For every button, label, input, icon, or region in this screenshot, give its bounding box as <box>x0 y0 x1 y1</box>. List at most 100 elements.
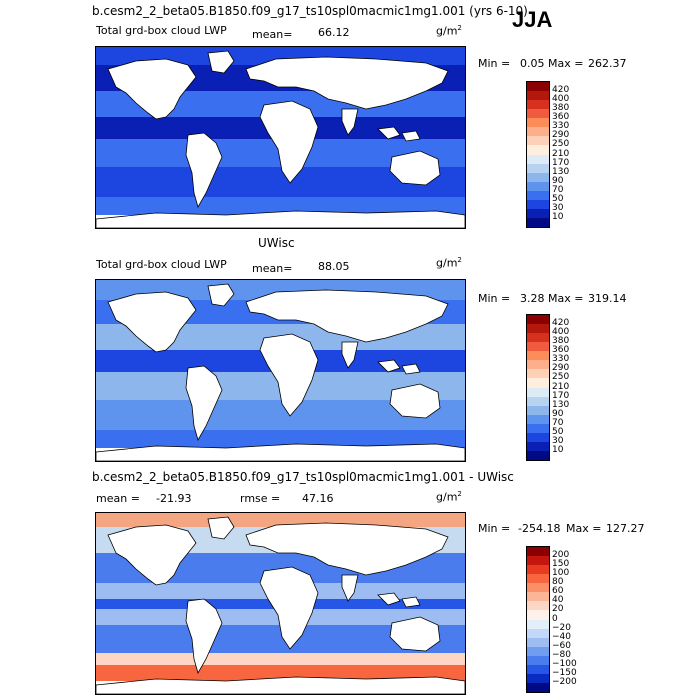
continent-outline <box>377 592 401 606</box>
colorbar-tick-label: 80 <box>552 577 564 588</box>
colorbar-tick-label: −20 <box>552 622 571 633</box>
world-map-svg <box>96 47 465 228</box>
colorbar-swatch <box>527 369 549 379</box>
colorbar-swatch <box>527 547 549 557</box>
colorbar-swatch <box>527 396 549 406</box>
colorbar-tick-label: −150 <box>552 667 577 678</box>
continent-outline <box>259 566 319 650</box>
colorbar-swatch <box>527 199 549 209</box>
colorbar-tick-label: 50 <box>552 426 564 437</box>
continent-outline <box>401 363 421 375</box>
colorbar-swatch <box>527 145 549 155</box>
colorbar-swatch <box>527 127 549 137</box>
colorbar-tick-label: 10 <box>552 444 564 455</box>
panel3-rmse-value: 47.16 <box>302 492 334 505</box>
colorbar-swatch <box>527 673 549 683</box>
continent-outline <box>259 333 319 417</box>
continent-outline <box>185 132 223 209</box>
colorbar-tick-label: 400 <box>552 94 570 105</box>
continent-outline <box>207 516 235 540</box>
colorbar-swatch <box>527 118 549 128</box>
colorbar-tick-label: −60 <box>552 640 571 651</box>
colorbar-tick-label: 30 <box>552 202 564 213</box>
panel1-subtitle: Total grd-box cloud LWP <box>96 24 227 37</box>
panel2-units: g/m2 <box>436 256 462 270</box>
continent-outline <box>107 524 197 586</box>
continent-outline <box>245 56 449 110</box>
colorbar-swatch <box>527 405 549 415</box>
colorbar-swatch <box>527 574 549 584</box>
continent-outline <box>96 676 465 694</box>
panel1-title: b.cesm2_2_beta05.B1850.f09_g17_ts10spl0m… <box>92 4 528 18</box>
panel2-max-value: 319.14 <box>588 292 627 305</box>
colorbar-swatch <box>527 100 549 110</box>
colorbar-swatch <box>527 619 549 629</box>
continent-outline <box>96 443 465 461</box>
colorbar-swatch <box>527 378 549 388</box>
colorbar-swatch <box>527 646 549 656</box>
panel2-max-label: Max = <box>548 292 584 305</box>
colorbar-tick-label: 380 <box>552 103 570 114</box>
panel3-map <box>95 512 466 695</box>
continent-outline <box>245 522 449 576</box>
colorbar-swatch <box>527 682 549 692</box>
panel2-subtitle: Total grd-box cloud LWP <box>96 258 227 271</box>
colorbar-tick-label: 70 <box>552 184 564 195</box>
panel3-mean-label: mean = <box>96 492 140 505</box>
continent-outline <box>401 130 421 142</box>
colorbar-tick-label: −80 <box>552 649 571 660</box>
colorbar-tick-label: 60 <box>552 586 564 597</box>
colorbar-swatch <box>527 414 549 424</box>
colorbar-tick-label: 400 <box>552 327 570 338</box>
colorbar-swatch <box>527 315 549 325</box>
colorbar-swatch <box>527 342 549 352</box>
colorbar-tick-label: 380 <box>552 336 570 347</box>
continent-outline <box>245 289 449 343</box>
colorbar-swatch <box>527 441 549 451</box>
colorbar-tick-label: 0 <box>552 613 558 624</box>
colorbar-swatch <box>527 628 549 638</box>
colorbar-tick-label: 290 <box>552 363 570 374</box>
continent-outline <box>107 291 197 353</box>
continent-outline <box>341 341 359 369</box>
colorbar-tick-label: 20 <box>552 604 564 615</box>
colorbar-swatch <box>527 387 549 397</box>
colorbar-tick-label: 330 <box>552 354 570 365</box>
continent-outline <box>389 616 441 652</box>
colorbar-tick-label: 30 <box>552 435 564 446</box>
panel2-mean-value: 88.05 <box>318 260 350 273</box>
colorbar-swatch <box>527 664 549 674</box>
colorbar-swatch <box>527 423 549 433</box>
colorbar-tick-label: 100 <box>552 568 570 579</box>
colorbar-tick-label: 170 <box>552 157 570 168</box>
colorbar-swatch <box>527 655 549 665</box>
season-label: JJA <box>512 7 553 32</box>
colorbar-tick-label: −100 <box>552 658 577 669</box>
panel3-min-value: -254.18 <box>518 522 561 535</box>
panel1-mean-label: mean= <box>252 28 293 41</box>
continent-outline <box>185 365 223 442</box>
continent-outline <box>401 596 421 608</box>
colorbar-tick-label: 250 <box>552 139 570 150</box>
colorbar-swatch <box>527 556 549 566</box>
ocean-field-band <box>96 653 465 665</box>
continent-outline <box>377 126 401 140</box>
panel3-units: g/m2 <box>436 490 462 504</box>
ocean-field-band <box>96 513 465 527</box>
panel2-min-value: 3.28 <box>520 292 545 305</box>
panel3-max-value: 127.27 <box>606 522 645 535</box>
colorbar-tick-label: 10 <box>552 211 564 222</box>
panel1-max-value: 262.37 <box>588 57 627 70</box>
colorbar-swatch <box>527 82 549 92</box>
world-map-svg <box>96 280 465 461</box>
panel2-colorbar <box>526 314 550 461</box>
panel1-min-label: Min = <box>478 57 511 70</box>
continent-outline <box>259 100 319 184</box>
colorbar-tick-label: 360 <box>552 112 570 123</box>
continent-outline <box>341 108 359 136</box>
panel1-min-value: 0.05 <box>520 57 545 70</box>
colorbar-swatch <box>527 163 549 173</box>
colorbar-swatch <box>527 217 549 227</box>
world-map-svg <box>96 513 465 694</box>
colorbar-swatch <box>527 583 549 593</box>
